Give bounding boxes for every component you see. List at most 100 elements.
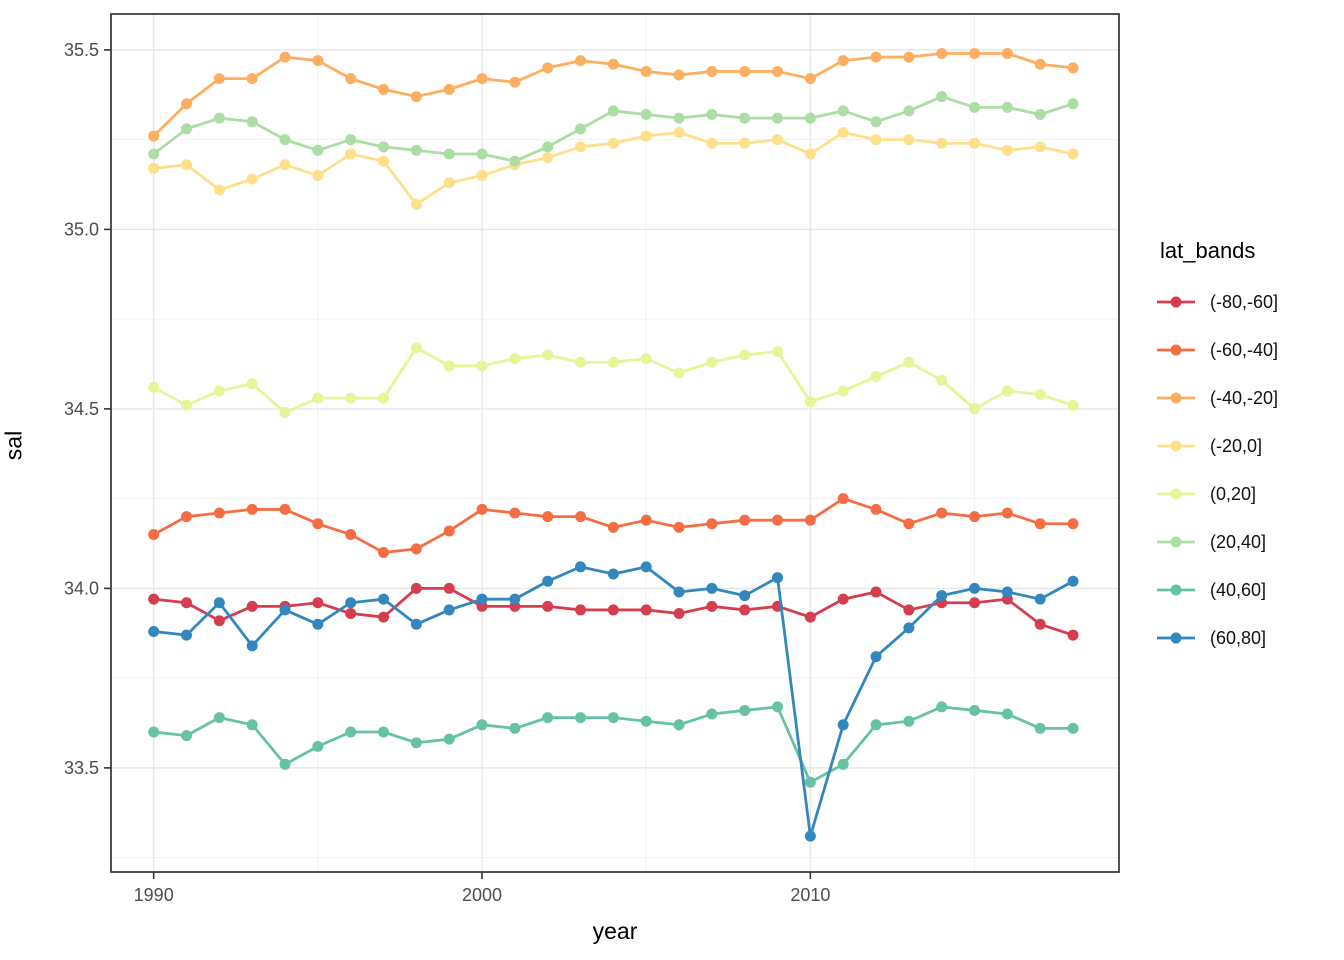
data-point-(-60,-40]-2008 <box>739 514 751 526</box>
legend-label: (40,60] <box>1210 579 1267 600</box>
data-point-(-40,-20]-2005 <box>640 65 652 77</box>
data-point-(-40,-20]-2001 <box>509 76 521 88</box>
data-point-(40,60]-1993 <box>246 719 258 731</box>
data-point-(-40,-20]-2008 <box>739 65 751 77</box>
y-tick-label: 33.5 <box>64 758 99 778</box>
data-point-(60,80]-2013 <box>903 622 915 634</box>
data-point-(60,80]-1999 <box>443 604 455 616</box>
data-point-(20,40]-1994 <box>279 134 291 146</box>
data-point-(-80,-60]-1996 <box>345 608 357 620</box>
data-point-(-80,-60]-2010 <box>804 611 816 623</box>
data-point-(40,60]-2004 <box>607 712 619 724</box>
data-point-(-60,-40]-1990 <box>148 529 160 541</box>
legend-item-(-20,0]: (-20,0] <box>1156 422 1278 470</box>
data-point-(-20,0]-2004 <box>607 137 619 149</box>
data-point-(40,60]-2001 <box>509 722 521 734</box>
data-point-(-40,-20]-2007 <box>706 65 718 77</box>
data-point-(40,60]-2000 <box>476 719 488 731</box>
data-point-(-80,-60]-1995 <box>312 597 324 609</box>
data-point-(-20,0]-2014 <box>936 137 948 149</box>
data-point-(0,20]-2017 <box>1034 389 1046 401</box>
data-point-(0,20]-1993 <box>246 378 258 390</box>
data-point-(0,20]-2015 <box>969 403 981 415</box>
data-point-(-60,-40]-2010 <box>804 514 816 526</box>
data-point-(-20,0]-1998 <box>410 198 422 210</box>
data-point-(20,40]-1996 <box>345 134 357 146</box>
data-point-(0,20]-2001 <box>509 353 521 365</box>
data-point-(20,40]-1992 <box>213 112 225 124</box>
data-point-(-20,0]-2013 <box>903 134 915 146</box>
data-point-(0,20]-1996 <box>345 392 357 404</box>
data-point-(60,80]-1991 <box>181 629 193 641</box>
data-point-(-40,-20]-2014 <box>936 47 948 59</box>
y-tick-label: 35.0 <box>64 219 99 239</box>
data-point-(60,80]-2011 <box>837 719 849 731</box>
data-point-(-80,-60]-2013 <box>903 604 915 616</box>
data-point-(60,80]-1995 <box>312 618 324 630</box>
data-point-(-20,0]-2010 <box>804 148 816 160</box>
data-point-(20,40]-1997 <box>378 141 390 153</box>
data-point-(-80,-60]-1993 <box>246 600 258 612</box>
data-point-(0,20]-2006 <box>673 367 685 379</box>
y-tick-label: 34.5 <box>64 399 99 419</box>
legend-item-(-40,-20]: (-40,-20] <box>1156 374 1278 422</box>
data-point-(40,60]-1997 <box>378 726 390 738</box>
data-point-(40,60]-2016 <box>1001 708 1013 720</box>
data-point-(-60,-40]-2017 <box>1034 518 1046 530</box>
data-point-(0,20]-2014 <box>936 374 948 386</box>
data-point-(20,40]-2003 <box>575 123 587 135</box>
data-point-(-20,0]-1990 <box>148 162 160 174</box>
data-point-(20,40]-2001 <box>509 155 521 167</box>
data-point-(-40,-20]-1993 <box>246 73 258 85</box>
data-point-(20,40]-2017 <box>1034 109 1046 121</box>
data-point-(60,80]-2018 <box>1067 575 1079 587</box>
data-point-(40,60]-1996 <box>345 726 357 738</box>
data-point-(40,60]-2008 <box>739 704 751 716</box>
data-point-(-40,-20]-1998 <box>410 91 422 103</box>
data-point-(-80,-60]-2003 <box>575 604 587 616</box>
data-point-(-20,0]-2008 <box>739 137 751 149</box>
data-point-(-80,-60]-1999 <box>443 582 455 594</box>
data-point-(-80,-60]-2018 <box>1067 629 1079 641</box>
data-point-(60,80]-2017 <box>1034 593 1046 605</box>
data-point-(20,40]-2002 <box>542 141 554 153</box>
data-point-(-20,0]-2012 <box>870 134 882 146</box>
data-point-(-80,-60]-1990 <box>148 593 160 605</box>
x-tick-label: 2010 <box>790 885 830 905</box>
data-point-(-80,-60]-2002 <box>542 600 554 612</box>
data-point-(-60,-40]-2014 <box>936 507 948 519</box>
data-point-(40,60]-2012 <box>870 719 882 731</box>
data-point-(60,80]-1992 <box>213 597 225 609</box>
legend-item-(40,60]: (40,60] <box>1156 566 1278 614</box>
data-point-(-40,-20]-1999 <box>443 83 455 95</box>
data-point-(-40,-20]-2002 <box>542 62 554 74</box>
data-point-(40,60]-1991 <box>181 730 193 742</box>
data-point-(-60,-40]-2006 <box>673 521 685 533</box>
data-point-(-40,-20]-2006 <box>673 69 685 81</box>
data-point-(-80,-60]-2011 <box>837 593 849 605</box>
data-point-(-60,-40]-1998 <box>410 543 422 555</box>
data-point-(-20,0]-2002 <box>542 152 554 164</box>
data-point-(0,20]-2011 <box>837 385 849 397</box>
legend-items: (-80,-60] (-60,-40] (-40,-20] (-20,0] (0,20]… <box>1156 278 1278 662</box>
data-point-(0,20]-2000 <box>476 360 488 372</box>
data-point-(60,80]-2007 <box>706 582 718 594</box>
data-point-(0,20]-2005 <box>640 353 652 365</box>
data-point-(-80,-60]-1992 <box>213 615 225 627</box>
data-point-(60,80]-2002 <box>542 575 554 587</box>
data-point-(60,80]-2001 <box>509 593 521 605</box>
data-point-(40,60]-1992 <box>213 712 225 724</box>
data-point-(-20,0]-2015 <box>969 137 981 149</box>
data-point-(-40,-20]-2003 <box>575 55 587 67</box>
data-point-(-40,-20]-2000 <box>476 73 488 85</box>
data-point-(20,40]-2016 <box>1001 101 1013 113</box>
data-point-(40,60]-2015 <box>969 704 981 716</box>
data-point-(-60,-40]-1999 <box>443 525 455 537</box>
data-point-(-60,-40]-2013 <box>903 518 915 530</box>
data-point-(-20,0]-1995 <box>312 170 324 182</box>
data-point-(-80,-60]-2007 <box>706 600 718 612</box>
data-point-(40,60]-2017 <box>1034 722 1046 734</box>
data-point-(20,40]-2008 <box>739 112 751 124</box>
legend-label: (-60,-40] <box>1210 339 1279 360</box>
